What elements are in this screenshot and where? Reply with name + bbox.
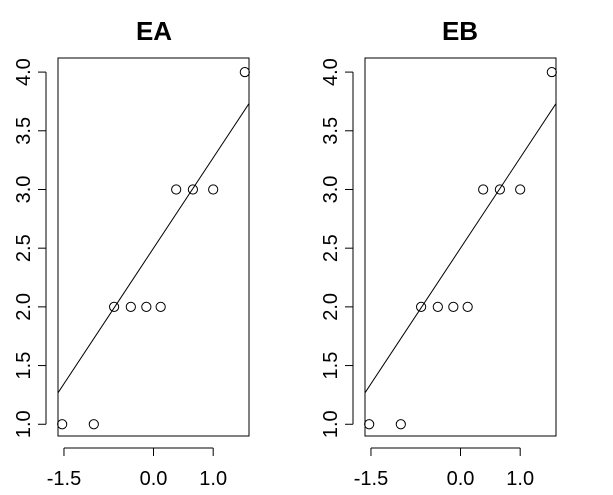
data-point	[57, 419, 68, 430]
data-point	[478, 184, 489, 195]
chart-title: EB	[442, 16, 478, 46]
x-tick-label: -1.5	[47, 468, 81, 490]
x-tick-label: 0.0	[140, 468, 168, 490]
chart-title: EA	[136, 16, 172, 46]
data-point	[416, 301, 427, 312]
y-tick-label: 3.5	[320, 117, 342, 145]
fit-line	[365, 103, 556, 394]
data-point	[155, 301, 166, 312]
data-point	[88, 419, 99, 430]
y-tick-label: 1.5	[13, 352, 35, 380]
y-tick-label: 2.0	[320, 293, 342, 321]
data-point	[462, 301, 473, 312]
y-tick-label: 2.0	[13, 293, 35, 321]
data-point	[141, 301, 152, 312]
y-tick-label: 3.0	[13, 176, 35, 204]
y-tick-label: 1.0	[13, 410, 35, 438]
data-point	[171, 184, 182, 195]
data-point	[187, 184, 198, 195]
data-point	[239, 66, 250, 78]
x-tick-label: 1.0	[199, 468, 227, 490]
y-tick-label: 4.0	[320, 58, 342, 86]
data-point	[109, 301, 120, 312]
y-tick-label: 2.5	[320, 234, 342, 262]
x-tick-label: -1.5	[354, 468, 388, 490]
x-tick-label: 1.0	[506, 468, 534, 490]
y-tick-label: 1.5	[320, 352, 342, 380]
data-point	[448, 301, 459, 312]
data-point	[546, 66, 557, 78]
fit-line	[58, 103, 249, 394]
panel-ea: EA -1.5 0.0 1.0 1.0 1.5 2.0 2.5 3.0 3.5 4.0	[13, 16, 250, 490]
data-point	[494, 184, 505, 195]
x-tick-label: 0.0	[447, 468, 475, 490]
y-tick-label: 3.5	[13, 117, 35, 145]
data-point	[364, 419, 375, 430]
plot-box	[57, 57, 250, 437]
y-tick-label: 3.0	[320, 176, 342, 204]
panel-eb: EB -1.5 0.0 1.0 1.0 1.5 2.0 2.5 3.0 3.5 4.0	[320, 16, 557, 490]
data-point	[432, 301, 443, 312]
y-tick-label: 4.0	[13, 58, 35, 86]
y-tick-label: 1.0	[320, 410, 342, 438]
data-point	[208, 184, 219, 195]
data-point	[515, 184, 526, 195]
data-point	[395, 419, 406, 430]
y-tick-label: 2.5	[13, 234, 35, 262]
plot-box	[364, 57, 557, 437]
data-point	[125, 301, 136, 312]
